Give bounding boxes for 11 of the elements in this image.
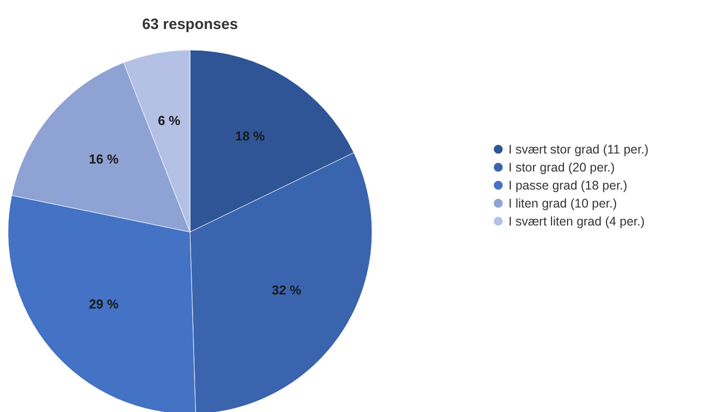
legend-label: I svært stor grad (11 per.) [508,142,649,156]
legend-label: I svært liten grad (4 per.) [508,214,645,228]
chart-title: 63 responses [142,16,238,33]
legend-label: I stor grad (20 per.) [508,160,615,174]
legend-label: I passe grad (18 per.) [508,178,628,192]
legend-label: I liten grad (10 per.) [508,196,617,210]
data-label: 32 % [272,282,302,298]
data-label: 18 % [235,128,266,144]
data-label: 29 % [88,296,119,312]
data-label: 6 % [158,113,181,128]
data-label: 16 % [88,151,119,166]
